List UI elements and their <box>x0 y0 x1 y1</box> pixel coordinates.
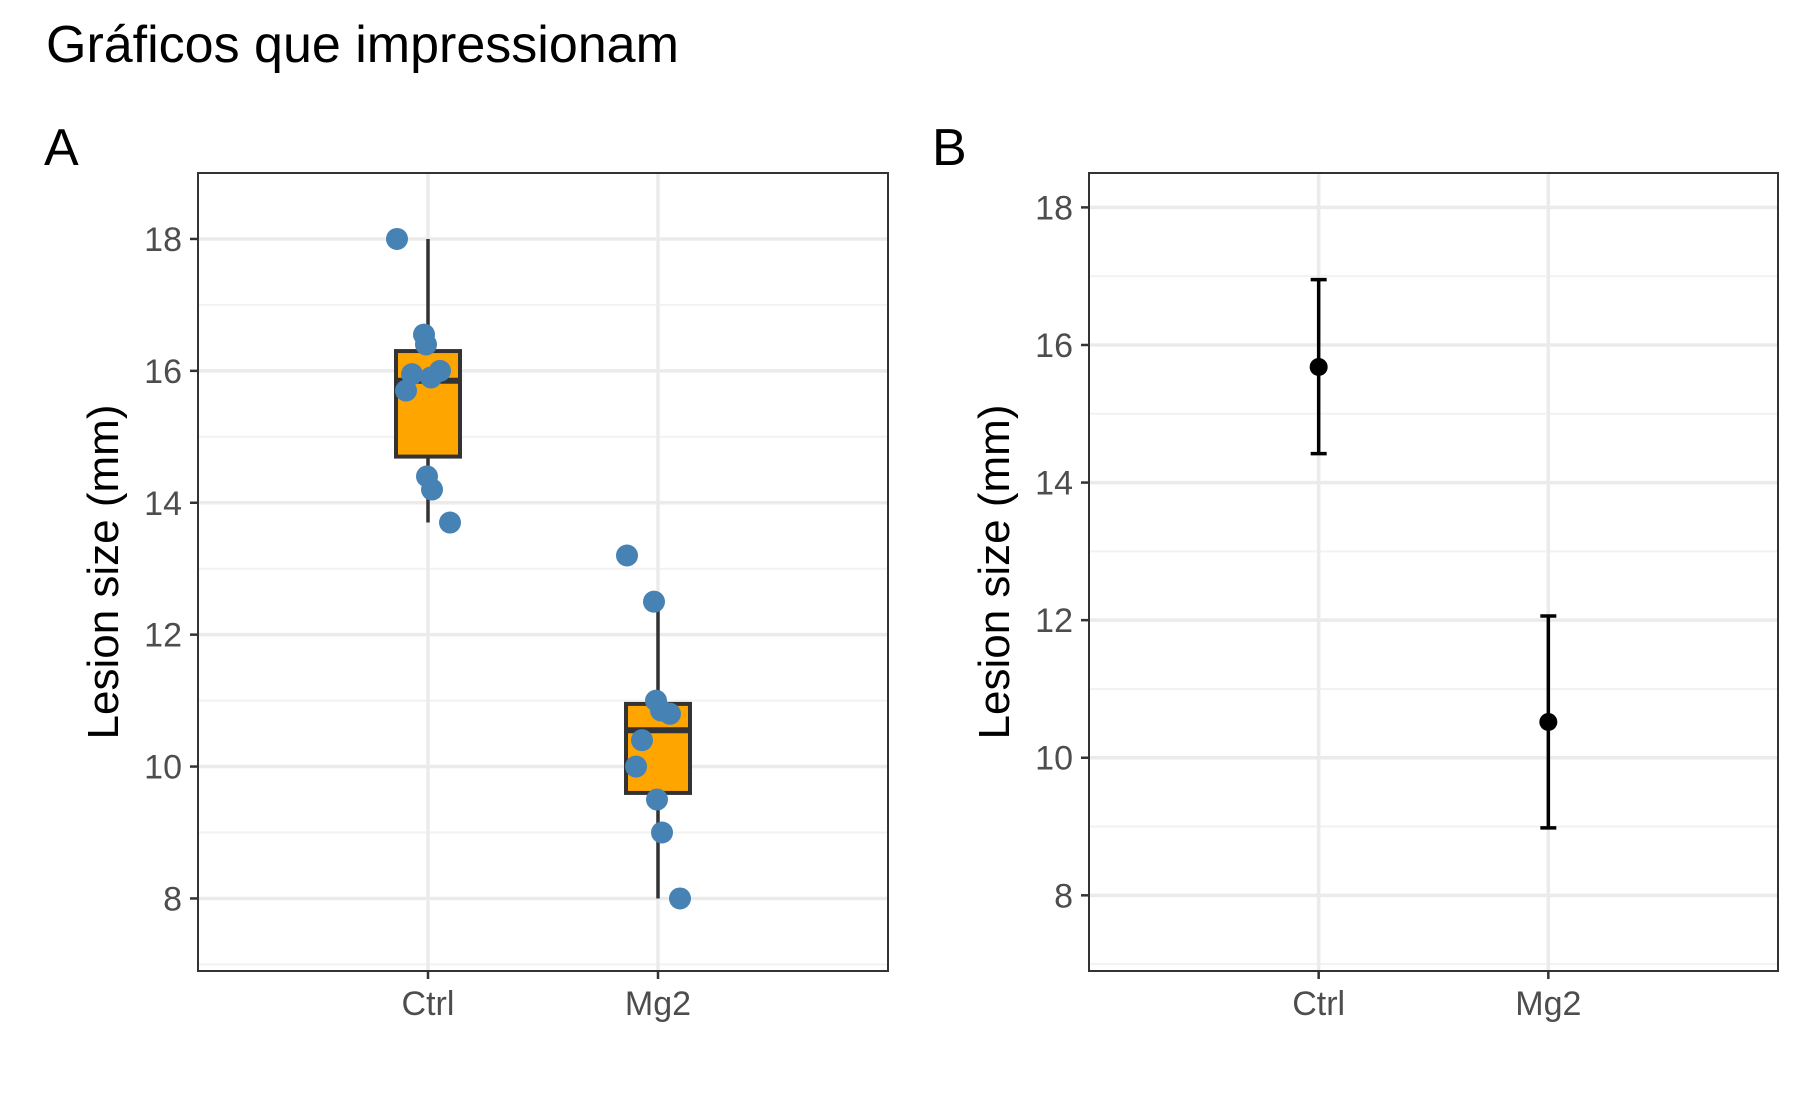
panel-border <box>197 172 889 972</box>
data-point <box>395 379 417 402</box>
y-tick-label: 18 <box>1035 189 1073 227</box>
data-point <box>650 699 672 722</box>
y-axis-title: Lesion size (mm) <box>79 405 128 740</box>
x-tick-label: Ctrl <box>402 985 455 1023</box>
data-point <box>386 227 408 250</box>
y-tick-label: 16 <box>144 353 182 391</box>
data-point <box>616 544 638 567</box>
data-point <box>651 821 673 844</box>
data-point <box>631 729 653 752</box>
data-point <box>625 755 647 778</box>
y-tick-label: 18 <box>144 221 182 259</box>
panel-a-boxplot: 8 10 12 14 16 18 Ctrl Mg2 Lesion size (mm) <box>79 172 889 1023</box>
y-tick-label: 12 <box>1035 602 1073 640</box>
y-tick-label: 8 <box>1054 877 1073 915</box>
x-tick-label: Ctrl <box>1292 985 1345 1023</box>
y-tick-label: 14 <box>1035 465 1073 503</box>
mean-point <box>1309 357 1328 376</box>
panel-a-tag: A <box>44 119 79 177</box>
y-tick-label: 10 <box>144 749 182 787</box>
y-tick-label: 10 <box>1035 740 1073 778</box>
y-tick-label: 14 <box>144 485 182 523</box>
data-point <box>421 478 443 501</box>
y-axis-title: Lesion size (mm) <box>970 405 1019 740</box>
data-point <box>643 590 665 613</box>
y-tick-label: 16 <box>1035 327 1073 365</box>
y-tick-label: 8 <box>163 880 182 918</box>
panel-b-tag: B <box>932 119 967 177</box>
data-point <box>669 887 691 910</box>
data-point <box>415 333 437 356</box>
panel-b-errorbar: 8 10 12 14 16 18 Ctrl Mg2 Lesion size (mm) <box>970 172 1779 1023</box>
x-tick-label: Mg2 <box>1515 985 1581 1023</box>
data-point <box>420 366 442 389</box>
y-tick-label: 12 <box>144 617 182 655</box>
x-tick-label: Mg2 <box>625 985 691 1023</box>
mean-point <box>1539 712 1558 731</box>
panel-border <box>1088 172 1779 972</box>
figure-title: Gráficos que impressionam <box>46 16 679 74</box>
data-point <box>439 511 461 534</box>
data-point <box>646 788 668 811</box>
